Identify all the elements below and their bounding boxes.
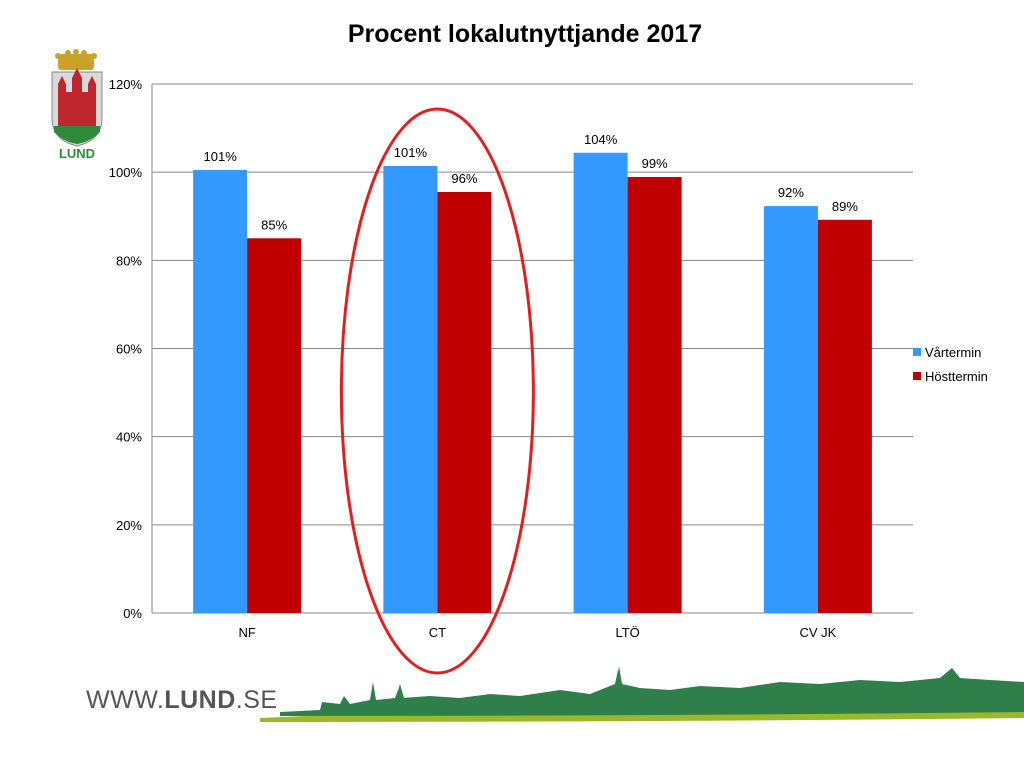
data-label: 99%	[642, 156, 668, 171]
axis-layer: 0% 20% 40% 60% 80% 100% 120% NF CT LTÖ CV JK	[109, 77, 837, 640]
data-label: 85%	[261, 217, 287, 232]
crown-shape	[58, 54, 94, 70]
x-tick-label: CT	[429, 625, 446, 640]
bar-0-2	[573, 152, 628, 613]
x-tick-label: NF	[238, 625, 255, 640]
data-label: 101%	[204, 149, 238, 164]
legend-swatch-vartermin	[913, 348, 921, 356]
url-bold: LUND	[164, 686, 236, 714]
bar-1-2	[627, 177, 682, 613]
y-tick-label: 80%	[116, 253, 142, 268]
bar-1-1	[437, 192, 492, 614]
bar-0-0	[193, 169, 248, 613]
data-label: 89%	[832, 199, 858, 214]
label-layer: 101% 85% 101% 96% 104% 99% 92% 89%	[204, 132, 859, 233]
data-label: 96%	[451, 171, 477, 186]
y-tick-label: 120%	[109, 77, 143, 92]
y-tick-label: 40%	[116, 430, 142, 445]
legend-label-hosttermin: Hösttermin	[925, 368, 988, 384]
data-label: 104%	[584, 132, 618, 147]
x-tick-label: CV JK	[799, 625, 836, 640]
legend-item-hosttermin: Hösttermin	[913, 364, 988, 388]
y-tick-label: 100%	[109, 165, 143, 180]
bar-layer	[193, 152, 872, 614]
city-skyline-graphic	[260, 666, 1024, 722]
logo-text: LUND	[59, 146, 95, 161]
legend-label-vartermin: Vårtermin	[925, 344, 982, 360]
bar-0-3	[763, 206, 818, 613]
legend-item-vartermin: Vårtermin	[913, 340, 988, 364]
x-tick-label: LTÖ	[615, 625, 639, 640]
lund-city-crest: LUND	[51, 49, 103, 161]
y-tick-label: 60%	[116, 342, 142, 357]
y-tick-label: 20%	[116, 518, 142, 533]
data-label: 92%	[778, 185, 804, 200]
bar-chart: 0% 20% 40% 60% 80% 100% 120% NF CT LTÖ CV JK 101% 8…	[109, 77, 913, 675]
bar-1-3	[817, 219, 872, 613]
url-suffix: .SE	[235, 686, 278, 714]
chart-title: Procent lokalutnyttjande 2017	[347, 20, 703, 48]
bar-1-0	[247, 238, 302, 613]
url-prefix: WWW.	[86, 686, 165, 714]
y-tick-label: 0%	[123, 606, 142, 621]
data-label: 101%	[394, 145, 428, 160]
legend: Vårtermin Hösttermin	[913, 340, 988, 388]
highlight-circle	[339, 107, 535, 675]
bar-0-1	[383, 165, 438, 613]
website-url[interactable]: WWW.LUND.SE	[86, 686, 278, 715]
legend-swatch-hosttermin	[913, 372, 921, 380]
